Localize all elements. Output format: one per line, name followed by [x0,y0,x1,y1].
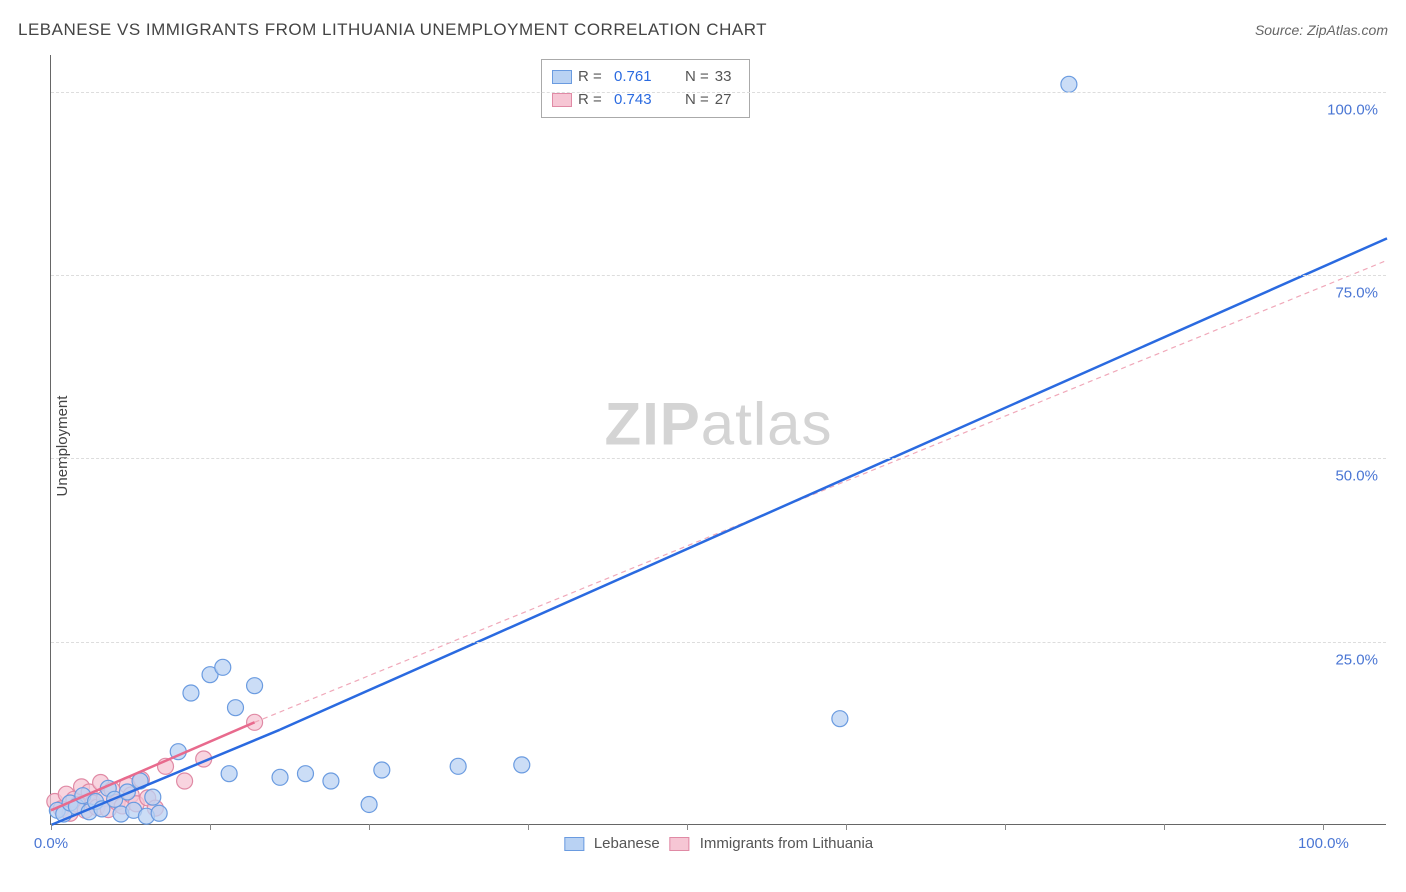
gridline-h [51,275,1386,276]
stats-swatch-0 [552,70,572,84]
x-tick-mark [687,824,688,830]
data-point [297,766,313,782]
gridline-h [51,92,1386,93]
data-point [177,773,193,789]
data-point [1061,76,1077,92]
data-point [374,762,390,778]
trend-line [255,260,1387,722]
legend-swatch-1 [670,837,690,851]
data-point [221,766,237,782]
x-tick-mark [528,824,529,830]
data-point [227,700,243,716]
source-name: ZipAtlas.com [1307,22,1388,38]
x-tick-mark [51,824,52,830]
data-point [323,773,339,789]
stats-row-0: R = 0.761 N = 33 [552,66,735,89]
y-tick-label: 50.0% [1335,468,1378,485]
trend-line [280,238,1387,729]
stats-r-label-0: R = [578,66,608,89]
y-tick-label: 25.0% [1335,651,1378,668]
x-tick-mark [1164,824,1165,830]
legend-label-0: Lebanese [594,835,660,852]
stats-n-value-0: 33 [715,66,735,89]
data-point [514,757,530,773]
data-point [145,789,161,805]
source-prefix: Source: [1255,22,1307,38]
data-point [247,678,263,694]
y-tick-label: 100.0% [1327,101,1378,118]
stats-n-label-0: N = [685,66,709,89]
x-tick-mark [846,824,847,830]
chart-title: LEBANESE VS IMMIGRANTS FROM LITHUANIA UN… [18,20,767,40]
stats-swatch-1 [552,93,572,107]
legend-bottom: Lebanese Immigrants from Lithuania [564,835,873,852]
gridline-h [51,642,1386,643]
legend-swatch-0 [564,837,584,851]
data-point [151,805,167,821]
x-tick-mark [369,824,370,830]
x-tick-label: 100.0% [1298,835,1349,852]
data-point [183,685,199,701]
data-point [832,711,848,727]
y-tick-label: 75.0% [1335,285,1378,302]
source-label: Source: ZipAtlas.com [1255,22,1388,38]
x-tick-mark [1005,824,1006,830]
data-point [272,769,288,785]
plot-svg [51,55,1386,824]
data-point [361,796,377,812]
data-point [450,758,466,774]
legend-label-1: Immigrants from Lithuania [700,835,873,852]
x-tick-label: 0.0% [34,835,68,852]
x-tick-mark [1323,824,1324,830]
gridline-h [51,458,1386,459]
plot-area: ZIPatlas R = 0.761 N = 33 R = 0.743 N = … [50,55,1386,825]
stats-r-value-0: 0.761 [614,66,669,89]
data-point [215,659,231,675]
stats-legend-box: R = 0.761 N = 33 R = 0.743 N = 27 [541,59,750,118]
x-tick-mark [210,824,211,830]
